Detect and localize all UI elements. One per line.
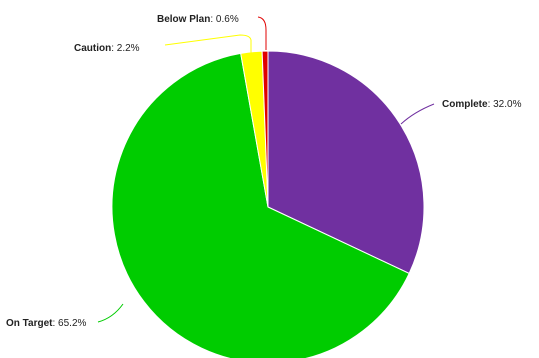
slice-on-target — [111, 52, 410, 358]
slice-label-complete: Complete: 32.0% — [442, 99, 522, 110]
slice-label-separator: : — [210, 14, 216, 25]
slice-label-value: 2.2% — [117, 43, 140, 54]
slice-label-value: 65.2% — [58, 318, 86, 329]
slice-label-caution: Caution: 2.2% — [74, 43, 140, 54]
slice-labels: Complete: 32.0% On Target: 65.2% Caution: … — [6, 14, 522, 329]
slice-label-separator: : — [52, 318, 58, 329]
pie-slices — [111, 50, 425, 358]
slice-complete — [267, 50, 425, 275]
slice-below-plan — [261, 50, 269, 208]
slice-label-category: Complete — [442, 99, 488, 110]
leader-line-below-plan — [257, 16, 267, 50]
leader-lines — [97, 16, 435, 323]
slice-label-category: Caution — [74, 43, 111, 54]
slice-label-category: On Target — [6, 318, 53, 329]
slice-label-below-plan: Below Plan: 0.6% — [157, 14, 239, 25]
leader-line-complete — [400, 103, 435, 125]
slice-label-separator: : — [111, 43, 117, 54]
slice-label-value: 0.6% — [216, 14, 239, 25]
slice-label-category: Below Plan — [157, 14, 210, 25]
slice-label-separator: : — [488, 99, 494, 110]
leader-line-caution — [164, 34, 252, 62]
slice-label-on-target: On Target: 65.2% — [6, 318, 87, 329]
slice-label-value: 32.0% — [493, 99, 521, 110]
leader-line-on-target — [97, 303, 124, 323]
